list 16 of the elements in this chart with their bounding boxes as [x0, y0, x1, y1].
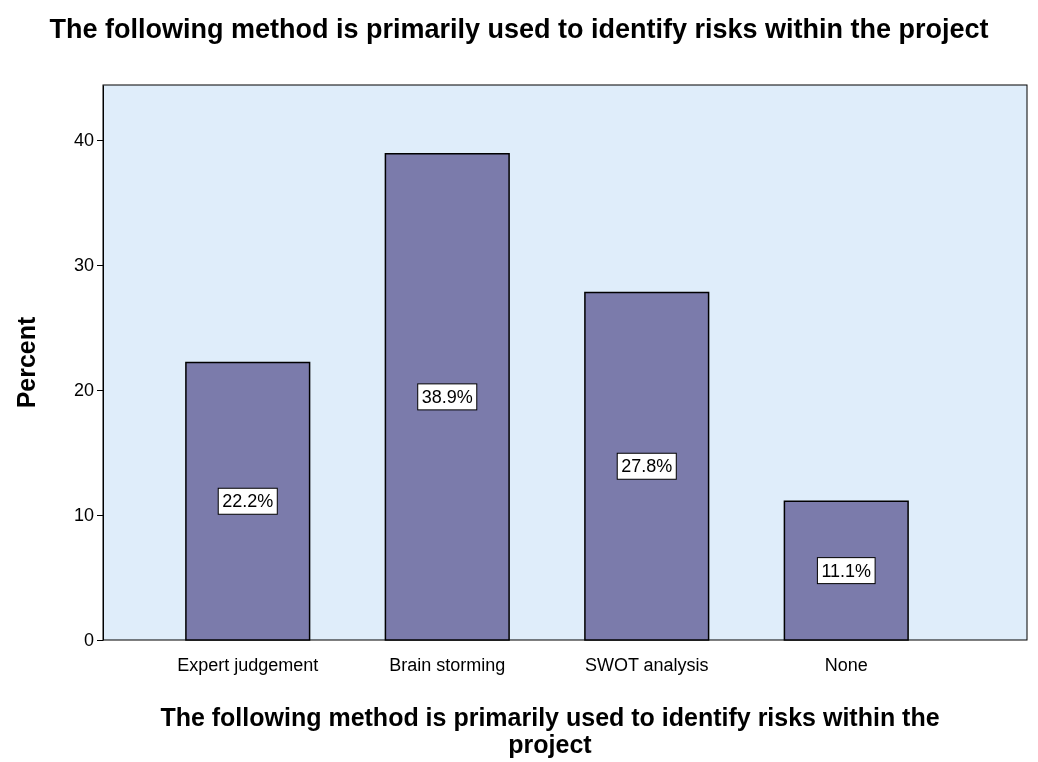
x-tick-label: SWOT analysis — [584, 654, 709, 675]
x-tick-label: None — [824, 654, 868, 675]
x-tick-label: Expert judgement — [177, 654, 319, 675]
chart-title: The following method is primarily used to identify risks within the project — [49, 14, 989, 44]
data-label: 38.9% — [421, 386, 473, 407]
data-label: 11.1% — [821, 560, 872, 581]
data-label: 22.2% — [222, 491, 274, 512]
y-tick-label: 10 — [73, 505, 94, 526]
y-axis-title: Percent — [12, 315, 40, 409]
y-tick-label: 40 — [73, 130, 94, 151]
data-label: 27.8% — [621, 456, 673, 477]
x-tick-label: Brain storming — [389, 654, 506, 675]
y-tick-label: 0 — [83, 630, 94, 651]
y-tick-label: 20 — [73, 380, 94, 401]
x-axis-title: The following method is primarily used to identify risks within the project — [160, 703, 940, 758]
y-tick-label: 30 — [73, 255, 94, 276]
